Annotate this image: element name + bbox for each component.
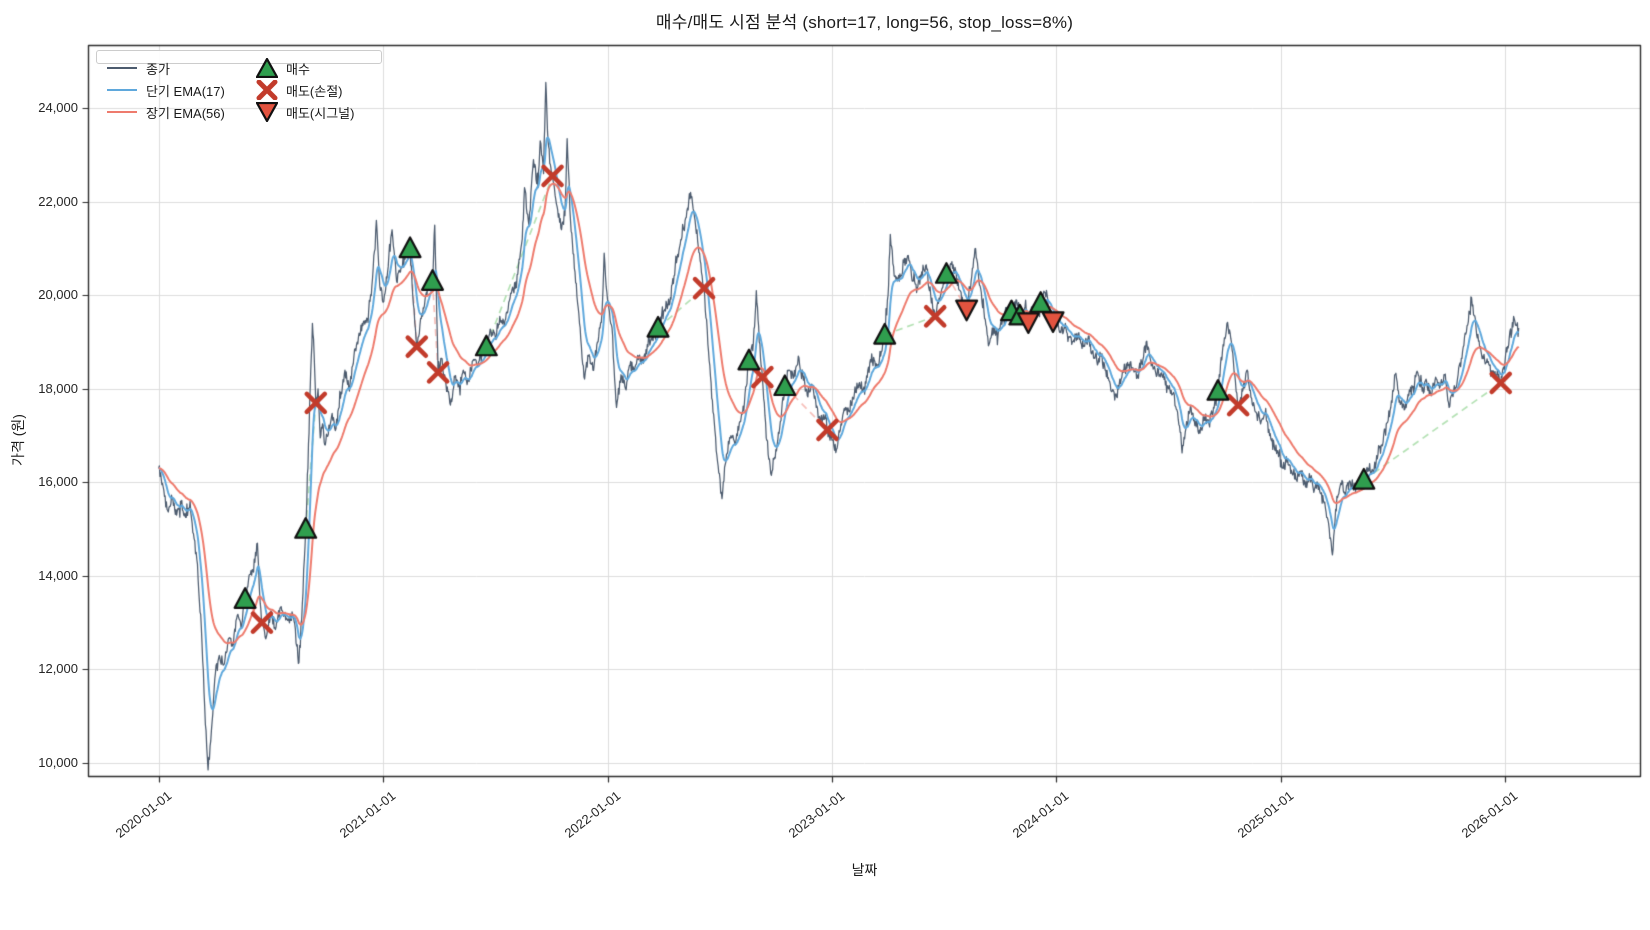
- y-tick-label: 18,000: [38, 380, 78, 396]
- y-tick-label: 16,000: [38, 474, 78, 490]
- y-tick-label: 14,000: [38, 567, 78, 583]
- chart-title: 매수/매도 시점 분석 (short=17, long=56, stop_los…: [655, 13, 1074, 32]
- ema-long-line-swatch: [107, 111, 137, 113]
- legend-item-ema-long: 장기 EMA(56): [107, 101, 225, 123]
- legend-item-sell-stop: 매도(손절): [255, 79, 354, 101]
- legend-item-ema-short: 단기 EMA(17): [107, 79, 225, 101]
- sell-stop-x-icon: [255, 79, 279, 101]
- legend-item-buy: 매수: [255, 57, 354, 79]
- close-line-swatch: [107, 67, 137, 69]
- y-axis-label: 가격 (원): [10, 414, 26, 466]
- y-tick-label: 20,000: [38, 287, 78, 303]
- legend: 종가 단기 EMA(17) 장기 EMA(56) 매수: [96, 50, 382, 122]
- y-tick-label: 24,000: [38, 100, 78, 116]
- buy-triangle-icon: [255, 57, 279, 79]
- legend-item-close: 종가: [107, 57, 225, 79]
- legend-item-sell-signal: 매도(시그널): [255, 101, 354, 123]
- sell-signal-triangle-icon: [255, 101, 279, 123]
- y-tick-label: 22,000: [38, 193, 78, 209]
- x-axis-label: 날짜: [851, 862, 878, 878]
- y-tick-label: 12,000: [38, 661, 78, 677]
- y-tick-label: 10,000: [38, 754, 78, 770]
- ema-short-line-swatch: [107, 89, 137, 91]
